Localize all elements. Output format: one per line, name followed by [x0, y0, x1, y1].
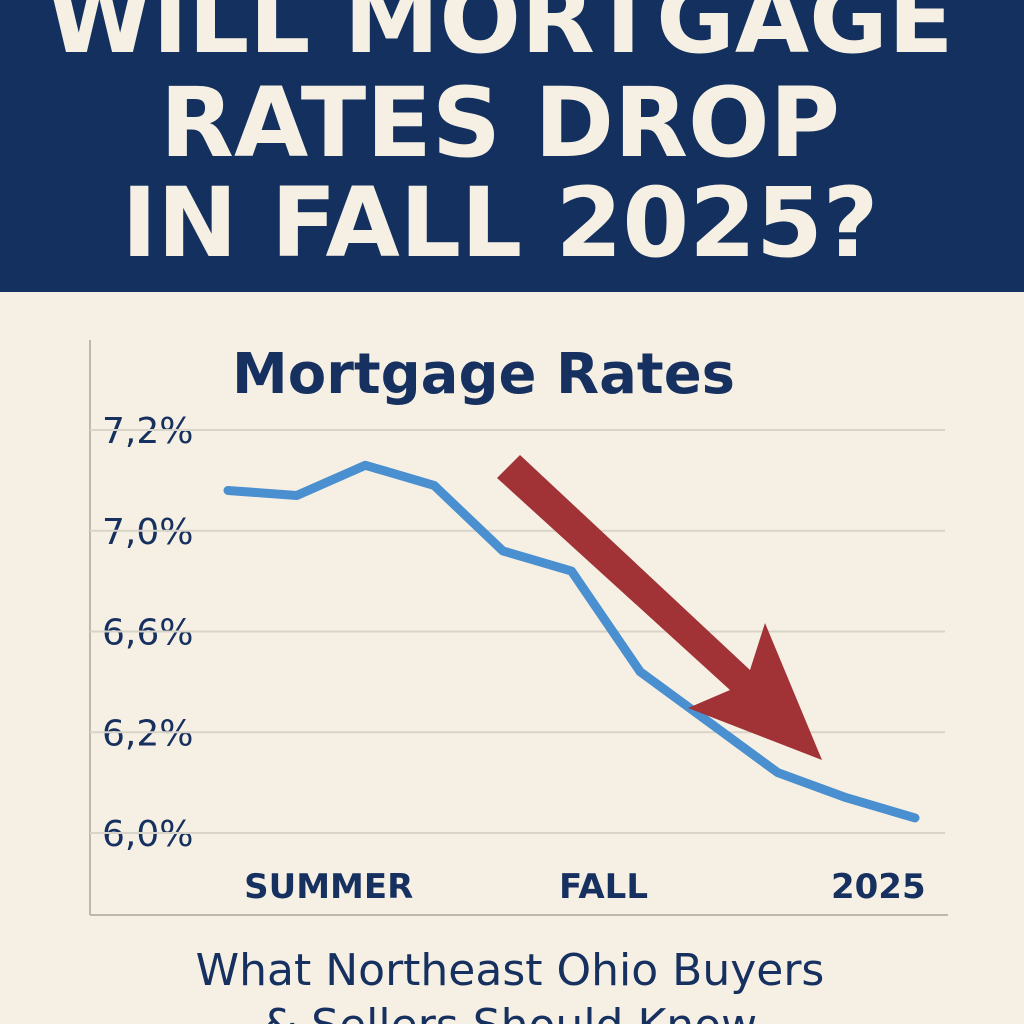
footer-text: What Northeast Ohio Buyers [196, 945, 825, 996]
x-tick-label: FALL [559, 867, 648, 907]
y-tick-label: 7,0% [102, 512, 193, 553]
header-band [0, 0, 1024, 292]
header-title: RATES DROP [160, 67, 840, 179]
header-title: WILL MORTGAGE [46, 0, 953, 75]
down-arrow [497, 455, 822, 760]
y-tick-label: 7,2% [102, 411, 193, 452]
header-title: IN FALL 2025? [122, 167, 879, 279]
x-tick-label: 2025 [831, 867, 926, 907]
x-tick-label: SUMMER [244, 867, 413, 907]
chart-title: Mortgage Rates [232, 342, 735, 407]
footer-text: & Sellers Should Know [263, 1000, 757, 1024]
y-tick-label: 6,2% [102, 713, 193, 754]
y-tick-label: 6,6% [102, 613, 193, 654]
rate-line [223, 460, 920, 823]
y-tick-label: 6,0% [102, 814, 193, 855]
